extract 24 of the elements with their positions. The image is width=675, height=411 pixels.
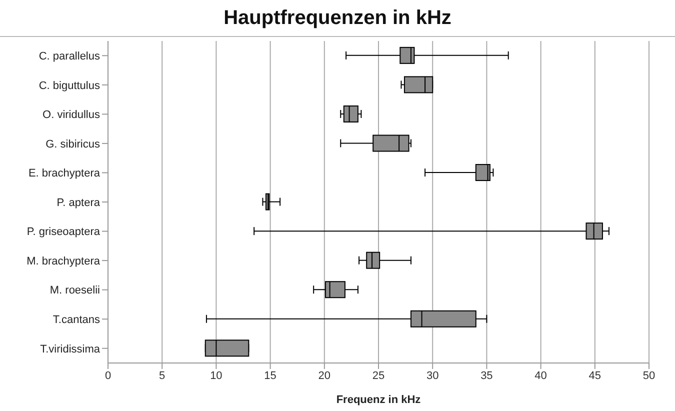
x-tick-label: 40 (534, 370, 547, 382)
x-tick-label: 35 (480, 370, 493, 382)
x-tick-label: 15 (264, 370, 276, 382)
y-tick-label: G. sibiricus (46, 138, 100, 150)
x-tick-label: 0 (104, 370, 112, 382)
x-tick-label: 20 (318, 370, 331, 382)
y-tick-label: C. parallelus (38, 50, 100, 63)
y-tick-label: M. brachyptera (26, 255, 101, 268)
y-tick-label: T.viridissima (40, 343, 101, 356)
x-tick-label: 10 (210, 370, 222, 382)
y-tick-label: M. roeselii (50, 284, 100, 297)
x-tick-label: 30 (426, 370, 439, 382)
chart-title: Hauptfrequenzen in kHz (0, 0, 675, 37)
y-tick-label: T.cantans (52, 314, 100, 326)
x-tick-label: 5 (159, 370, 166, 382)
x-axis-title: Frequenz in kHz (336, 394, 422, 406)
y-tick-label: E. brachyptera (28, 168, 101, 180)
y-tick-label: P. griseoaptera (26, 226, 101, 238)
y-tick-label: O. viridullus (42, 109, 100, 122)
y-tick-label: P. aptera (56, 196, 101, 209)
x-tick-label: 50 (642, 370, 656, 382)
y-tick-label: C. biguttulus (38, 80, 100, 92)
x-tick-label: 45 (588, 370, 602, 382)
x-tick-label: 25 (372, 370, 385, 382)
